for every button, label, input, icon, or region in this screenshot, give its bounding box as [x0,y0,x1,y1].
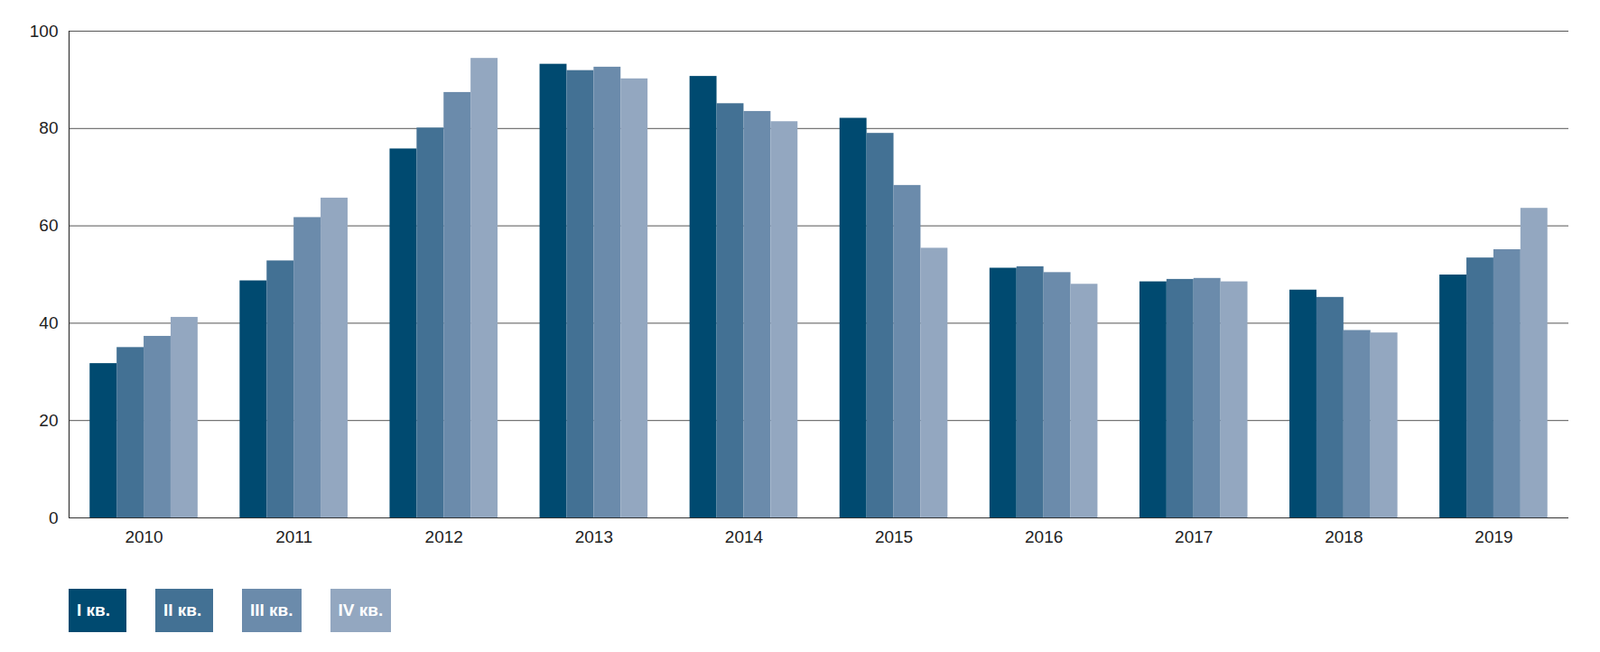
svg-text:2018: 2018 [1324,527,1363,547]
svg-text:2016: 2016 [1024,527,1063,547]
html-text:II кв.: II кв. [163,600,202,620]
svg-text:40: 40 [38,313,58,333]
svg-text:2019: 2019 [1474,527,1513,547]
svg-text:2013: 2013 [575,527,614,547]
html-text:III кв.: III кв. [250,600,294,620]
svg-text:80: 80 [38,118,58,138]
svg-text:20: 20 [38,410,58,430]
svg-text:2015: 2015 [874,527,913,547]
svg-text:2012: 2012 [425,527,464,547]
html-text:IV кв.: IV кв. [338,600,384,620]
html-text:I кв.: I кв. [76,600,111,620]
svg-text:2017: 2017 [1174,527,1213,547]
svg-text:60: 60 [38,215,58,235]
svg-text:100: 100 [29,21,59,41]
svg-text:2010: 2010 [124,527,163,547]
svg-text:0: 0 [48,508,59,528]
svg-text:2014: 2014 [725,527,764,547]
svg-text:2011: 2011 [275,527,313,547]
